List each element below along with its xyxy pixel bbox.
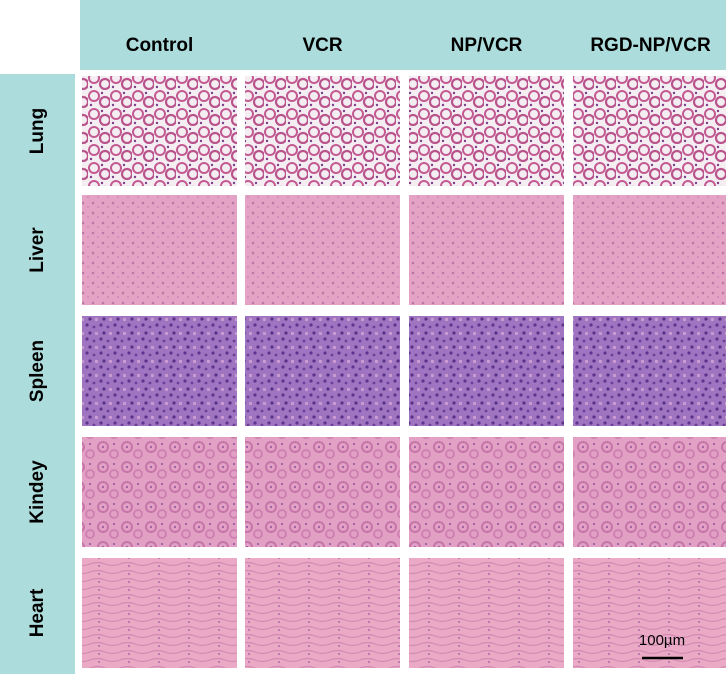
row-label: Lung — [27, 108, 48, 154]
tissue-image — [573, 316, 726, 426]
tissue-image — [409, 437, 564, 547]
tissue-image — [245, 316, 400, 426]
tissue-image — [245, 195, 400, 305]
column-label: Control — [126, 35, 194, 56]
row-label: Heart — [27, 588, 48, 637]
tissue-image — [573, 558, 726, 668]
tissue-image — [573, 76, 726, 186]
tissue-image — [82, 195, 237, 305]
row-band — [0, 74, 75, 674]
column-label: VCR — [302, 35, 342, 56]
tissue-image — [82, 316, 237, 426]
tissue-image — [573, 195, 726, 305]
scale-bar-label: 100µm — [639, 632, 685, 649]
tissue-image — [409, 558, 564, 668]
tissue-image — [245, 558, 400, 668]
tissue-image — [82, 437, 237, 547]
tissue-image — [409, 316, 564, 426]
row-label: Kindey — [27, 460, 48, 524]
tissue-image — [573, 437, 726, 547]
image-grid — [82, 76, 726, 668]
tissue-image — [82, 558, 237, 668]
tissue-image — [409, 195, 564, 305]
tissue-image — [245, 76, 400, 186]
row-label: Liver — [27, 227, 48, 273]
tissue-image — [409, 76, 564, 186]
header-band — [80, 0, 726, 70]
tissue-image — [82, 76, 237, 186]
row-label: Spleen — [27, 340, 48, 402]
column-label: NP/VCR — [451, 35, 523, 56]
tissue-image — [245, 437, 400, 547]
column-label: RGD-NP/VCR — [590, 35, 711, 56]
